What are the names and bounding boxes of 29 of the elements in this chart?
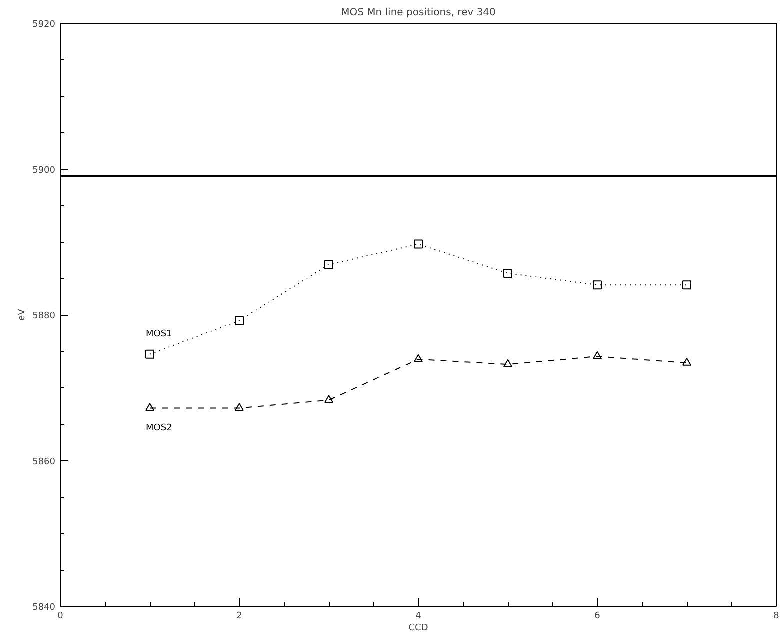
series-label: MOS2 bbox=[146, 423, 172, 434]
y-tick-label: 5880 bbox=[32, 312, 56, 322]
y-tick-label: 5840 bbox=[32, 603, 56, 613]
y-tick-label: 5860 bbox=[32, 457, 56, 468]
x-tick-label: 2 bbox=[236, 612, 242, 622]
x-tick-label: 8 bbox=[774, 612, 780, 622]
point bbox=[682, 280, 692, 290]
x-tick-label: 0 bbox=[58, 612, 64, 622]
y-axis-title: eV bbox=[18, 308, 28, 321]
x-axis-title: CCD bbox=[408, 624, 428, 634]
point bbox=[324, 395, 334, 404]
point bbox=[146, 403, 154, 412]
point bbox=[146, 350, 154, 359]
y-tick-label: 5920 bbox=[32, 20, 56, 30]
point bbox=[235, 316, 244, 326]
point bbox=[235, 403, 244, 412]
point bbox=[414, 354, 423, 362]
series-label: MOS1 bbox=[146, 329, 172, 340]
chart-title: MOS Mn line positions, rev 340 bbox=[341, 8, 496, 18]
x-tick-label: 4 bbox=[416, 612, 422, 622]
point bbox=[593, 351, 602, 360]
point bbox=[414, 240, 423, 249]
x-tick-label: 6 bbox=[594, 612, 601, 622]
point bbox=[504, 359, 512, 368]
y-tick-label: 5900 bbox=[32, 166, 56, 176]
point bbox=[682, 358, 692, 366]
point bbox=[324, 260, 334, 270]
point bbox=[504, 268, 512, 278]
point bbox=[593, 280, 602, 290]
